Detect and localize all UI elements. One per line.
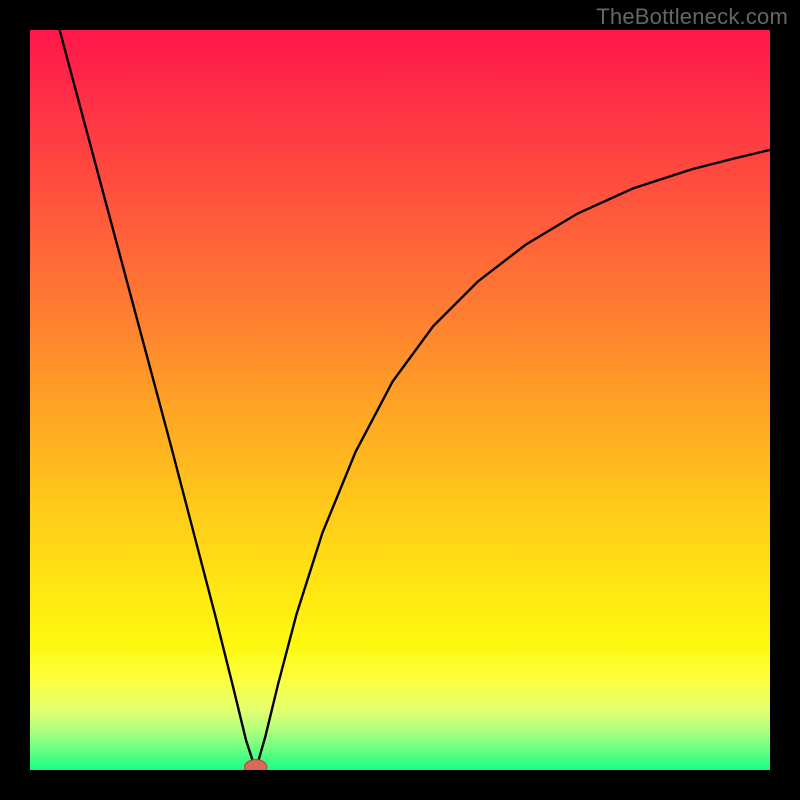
chart-svg: [30, 30, 770, 770]
chart-container: TheBottleneck.com: [0, 0, 800, 800]
vertex-marker: [245, 760, 267, 770]
chart-background: [30, 30, 770, 770]
watermark-text: TheBottleneck.com: [596, 4, 788, 30]
chart-plot-area: [30, 30, 770, 770]
